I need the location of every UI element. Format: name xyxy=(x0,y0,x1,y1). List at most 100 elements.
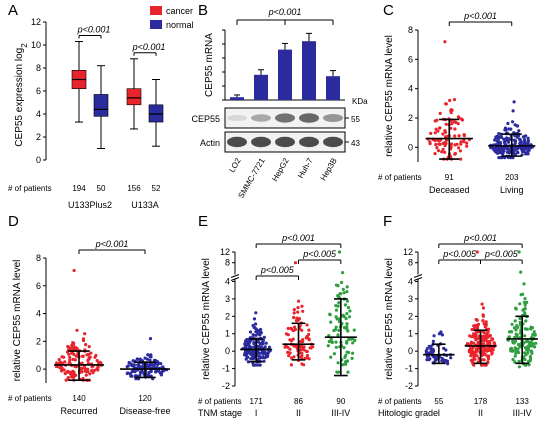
panel-d-point xyxy=(81,337,86,341)
panel-d-point xyxy=(75,328,79,332)
panel-f-point xyxy=(516,325,520,329)
legend-swatch-cancer xyxy=(150,6,162,15)
panel-c-point xyxy=(441,147,445,151)
panel-f-y-tick-label: 2 xyxy=(408,311,413,321)
panel-c-point xyxy=(521,149,525,154)
panel-a-letter: A xyxy=(8,2,18,19)
panel-e-point xyxy=(305,323,309,327)
panel-d-point xyxy=(72,371,76,375)
panel-f-group-label: III-IV xyxy=(513,408,532,418)
panel-f-point xyxy=(522,300,527,304)
panel-f-point xyxy=(476,337,480,341)
panel-d-point xyxy=(130,364,134,368)
panel-b-blot-band xyxy=(275,113,295,123)
panel-b-blot-band xyxy=(275,136,295,148)
panel-d-point xyxy=(126,364,130,368)
panel-d-point xyxy=(148,358,152,362)
panel-e-point xyxy=(344,359,348,363)
panel-f-point xyxy=(484,322,488,326)
panel-d-point xyxy=(57,358,61,362)
panel-e-point xyxy=(300,328,304,332)
panel-b-blot-band xyxy=(251,136,271,148)
panel-d-point xyxy=(73,374,77,378)
panel-e-point xyxy=(332,352,336,356)
panel-f-point xyxy=(529,356,533,361)
panel-e-point xyxy=(348,309,352,313)
panel-f-group-label: I xyxy=(438,408,441,418)
panel-e-point xyxy=(326,344,330,348)
panel-c-point xyxy=(506,140,511,144)
panel-e-point xyxy=(329,355,333,359)
panel-c-point xyxy=(499,135,504,139)
panel-c-point xyxy=(494,147,498,151)
panel-f-point xyxy=(446,362,450,366)
panel-f-axis-break-mark xyxy=(413,274,423,278)
panel-a-group-label: U133Plus2 xyxy=(68,200,112,210)
panel-c-point xyxy=(453,127,457,131)
panel-f-y-tick-label: 3 xyxy=(408,294,413,304)
panel-e-category-prefix: TNM stage xyxy=(198,408,242,418)
panel-f-point xyxy=(514,351,518,355)
panel-e-y-tick-label: 8 xyxy=(225,258,230,268)
panel-e-point xyxy=(334,315,338,319)
panel-c-group-label: Deceased xyxy=(429,185,470,195)
panel-d-point xyxy=(80,361,84,365)
panel-e-point xyxy=(252,345,257,349)
panel-e-letter: E xyxy=(198,213,208,230)
panel-f-point xyxy=(514,307,518,311)
panel-c-patient-count: 91 xyxy=(445,173,454,182)
panel-c-point xyxy=(504,128,508,132)
panel-a-pvalue: p<0.001 xyxy=(132,42,166,52)
panel-f-point xyxy=(511,341,515,345)
panel-e-y-tick-label: 3 xyxy=(225,294,230,304)
panel-c-point xyxy=(443,135,448,139)
panel-e-point xyxy=(244,345,248,349)
panel-a-y-label: CEP55 expression log2 xyxy=(14,43,29,147)
panel-b-blot-band xyxy=(227,136,247,148)
panel-a-patient-count: 52 xyxy=(152,184,161,193)
panel-d-point xyxy=(150,362,154,367)
panel-c-point xyxy=(497,132,501,136)
panel-e-point xyxy=(343,303,347,307)
panel-e-point xyxy=(309,346,313,350)
panel-d-point xyxy=(88,372,92,376)
panel-b-kda-label: KDa xyxy=(352,97,368,106)
panel-e-point xyxy=(254,311,258,315)
panel-a-patient-count: 50 xyxy=(97,184,106,193)
panel-e-point xyxy=(289,339,293,343)
panel-b-bar xyxy=(230,97,244,100)
panel-e-point xyxy=(343,355,347,359)
panel-e-y-label: relative CEP55 mRNA level xyxy=(201,258,212,380)
panel-f-point xyxy=(523,327,528,331)
panel-c-point xyxy=(436,149,441,153)
panel-e-point xyxy=(327,334,331,338)
panel-f-point xyxy=(428,357,432,361)
panel-e-patients-label: # of patients xyxy=(198,397,242,406)
panel-d-point xyxy=(157,369,161,373)
panel-b-blot-row-label: CEP55 xyxy=(191,114,220,124)
panel-d-point xyxy=(149,369,153,374)
panel-f-point xyxy=(524,319,528,323)
panel-e-point xyxy=(346,305,351,310)
panel-d-point xyxy=(70,351,74,355)
panel-c-point xyxy=(506,121,510,126)
panel-d-point xyxy=(71,357,75,361)
panel-e-pvalue: p<0.005 xyxy=(302,249,337,259)
panel-e-point xyxy=(347,337,351,341)
panel-e-point xyxy=(334,345,338,349)
panel-e-patient-count: 90 xyxy=(336,397,345,406)
panel-c-point xyxy=(443,40,447,44)
panel-c-point xyxy=(456,122,460,126)
panel-c-point xyxy=(429,131,433,135)
panel-f-point xyxy=(484,320,488,324)
panel-e-point xyxy=(262,351,266,355)
panel-e-point xyxy=(300,304,304,308)
panel-c-point xyxy=(493,138,497,142)
panel-c-point xyxy=(440,150,444,154)
panel-d-point xyxy=(85,353,89,357)
panel-d-point xyxy=(91,371,95,375)
panel-c-point xyxy=(503,139,508,143)
panel-f-patient-count: 55 xyxy=(434,397,443,406)
panel-f-point xyxy=(517,250,521,254)
